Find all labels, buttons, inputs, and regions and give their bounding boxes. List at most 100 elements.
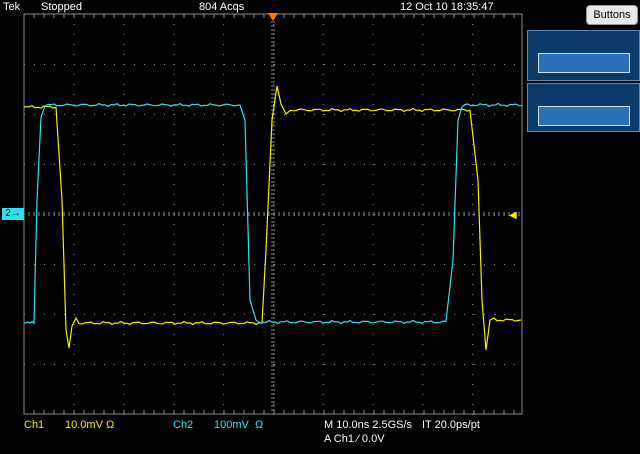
trigger-position-marker xyxy=(268,13,278,21)
grid-dot xyxy=(472,224,474,225)
grid-dot xyxy=(273,284,274,285)
grid-dot xyxy=(223,154,225,155)
side-menu-box-1[interactable] xyxy=(527,30,640,81)
grid-dot xyxy=(344,164,345,165)
grid-dot xyxy=(472,364,474,365)
grid-dot xyxy=(123,74,125,75)
grid-dot xyxy=(173,84,175,85)
grid-dot xyxy=(322,94,324,95)
grid-dot xyxy=(184,264,185,265)
grid-dot xyxy=(484,114,485,115)
grid-dot xyxy=(223,344,225,345)
grid-dot xyxy=(114,264,115,265)
grid-dot xyxy=(472,324,474,325)
grid-dot xyxy=(514,64,515,65)
grid-dot xyxy=(223,384,225,385)
grid-dot xyxy=(173,204,175,205)
grid-dot xyxy=(123,34,125,35)
side-menu-box-2[interactable] xyxy=(527,83,640,132)
grid-dot xyxy=(173,224,175,225)
grid-dot xyxy=(472,234,474,235)
grid-dot xyxy=(73,124,75,125)
grid-dot xyxy=(454,314,455,315)
grid-dot xyxy=(223,224,225,225)
grid-dot xyxy=(514,314,515,315)
trigger-readout[interactable]: A Ch1 ∕ 0.0V xyxy=(324,433,385,445)
grid-dot xyxy=(223,74,225,75)
grid-dot xyxy=(494,164,495,165)
grid-dot xyxy=(223,64,225,65)
grid-dot xyxy=(422,344,424,345)
grid-dot xyxy=(223,264,225,265)
grid-dot xyxy=(74,164,75,165)
grid-dot xyxy=(472,24,474,25)
grid-dot xyxy=(372,244,374,245)
grid-dot xyxy=(372,24,374,25)
grid-dot xyxy=(372,224,374,225)
grid-dot xyxy=(372,164,374,165)
grid-dot xyxy=(322,224,324,225)
grid-dot xyxy=(73,414,75,415)
grid-dot xyxy=(123,44,125,45)
ch2-ground-marker[interactable]: 2→ xyxy=(2,208,24,220)
grid-dot xyxy=(34,114,35,115)
grid-dot xyxy=(74,114,75,115)
grid-dot xyxy=(374,114,375,115)
buttons-button[interactable]: Buttons xyxy=(586,5,638,25)
grid-dot xyxy=(73,24,75,25)
grid-dot xyxy=(94,64,95,65)
grid-dot xyxy=(273,384,274,385)
ch2-label[interactable]: Ch2 xyxy=(173,419,194,431)
ch1-label[interactable]: Ch1 xyxy=(24,419,45,431)
grid-dot xyxy=(294,164,295,165)
grid-dot xyxy=(184,364,185,365)
grid-dot xyxy=(372,204,374,205)
grid-dot xyxy=(114,64,115,65)
grid-dot xyxy=(324,64,325,65)
grid-dot xyxy=(374,264,375,265)
grid-dot xyxy=(372,144,374,145)
grid-dot xyxy=(223,354,225,355)
grid-dot xyxy=(234,314,235,315)
side-menu-field-1[interactable] xyxy=(538,53,630,73)
timebase-readout[interactable]: M 10.0ns 2.5GS/s xyxy=(324,419,413,431)
grid-dot xyxy=(324,114,325,115)
grid-dot xyxy=(514,264,515,265)
waveform-display[interactable]: ◀ xyxy=(0,0,526,454)
grid-dot xyxy=(254,264,255,265)
grid-dot xyxy=(294,64,295,65)
grid-dot xyxy=(322,214,324,215)
ch2-marker-label: 2 xyxy=(5,208,11,219)
grid-dot xyxy=(254,164,255,165)
grid-dot xyxy=(173,394,175,395)
grid-dot xyxy=(64,64,65,65)
grid-dot xyxy=(223,124,225,125)
grid-dot xyxy=(234,64,235,65)
grid-dot xyxy=(223,144,225,145)
grid-dot xyxy=(504,114,505,115)
grid-dot xyxy=(124,114,125,115)
grid-dot xyxy=(223,294,225,295)
grid-dot xyxy=(73,184,75,185)
grid-dot xyxy=(304,314,305,315)
grid-dot xyxy=(464,364,465,365)
grid-dot xyxy=(264,64,265,65)
grid-dot xyxy=(173,414,175,415)
grid-dot xyxy=(104,314,105,315)
grid-dot xyxy=(422,334,424,335)
grid-dot xyxy=(444,264,445,265)
grid-dot xyxy=(472,64,474,65)
grid-dot xyxy=(422,294,424,295)
grid-dot xyxy=(273,144,274,145)
grid-dot xyxy=(134,264,135,265)
grid-dot xyxy=(224,314,225,315)
grid-dot xyxy=(472,314,474,315)
grid-dot xyxy=(472,414,474,415)
grid-dot xyxy=(44,264,45,265)
side-menu-field-2[interactable] xyxy=(538,106,630,126)
grid-dot xyxy=(73,224,75,225)
grid-dot xyxy=(223,194,225,195)
grid-dot xyxy=(173,234,175,235)
grid-dot xyxy=(74,314,75,315)
grid-dot xyxy=(422,414,424,415)
